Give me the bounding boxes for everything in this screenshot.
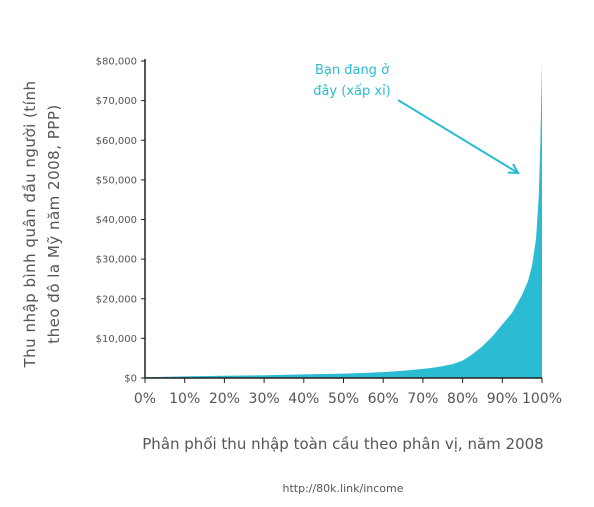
y-tick-label: $60,000 <box>96 136 137 147</box>
annotation-line-2: đây (xấp xỉ) <box>313 84 391 99</box>
y-tick-label: $50,000 <box>96 175 137 186</box>
x-tick-label: 60% <box>368 391 399 407</box>
x-tick-label: 100% <box>522 391 562 407</box>
y-tick-label: $30,000 <box>96 255 137 266</box>
y-tick-label: $10,000 <box>96 334 137 345</box>
y-tick-label: $40,000 <box>96 215 137 226</box>
x-tick-label: 50% <box>328 391 359 407</box>
y-tick-label: $0 <box>124 374 137 385</box>
y-axis-label-line-2: theo đô la Mỹ năm 2008, PPP) <box>45 104 63 344</box>
x-tick-label: 70% <box>407 391 438 407</box>
x-tick-label: 80% <box>447 391 478 407</box>
x-tick-label: 30% <box>249 391 280 407</box>
x-axis-label: Phân phối thu nhập toàn cầu theo phân vị… <box>142 435 543 453</box>
x-tick-label: 90% <box>487 391 518 407</box>
annotation-line-1: Bạn đang ở <box>315 63 389 78</box>
x-tick-label: 0% <box>134 391 156 407</box>
y-tick-label: $20,000 <box>96 294 137 305</box>
annotation-arrow <box>397 99 518 173</box>
x-tick-label: 10% <box>169 391 200 407</box>
y-tick-label: $80,000 <box>96 57 137 68</box>
source-link[interactable]: http://80k.link/income <box>282 482 403 495</box>
y-tick-label: $70,000 <box>96 96 137 107</box>
x-tick-label: 20% <box>209 391 240 407</box>
income-area <box>145 61 542 378</box>
y-axis-label-line-1: Thu nhập bình quân đầu người (tính <box>21 81 39 369</box>
x-tick-label: 40% <box>288 391 319 407</box>
